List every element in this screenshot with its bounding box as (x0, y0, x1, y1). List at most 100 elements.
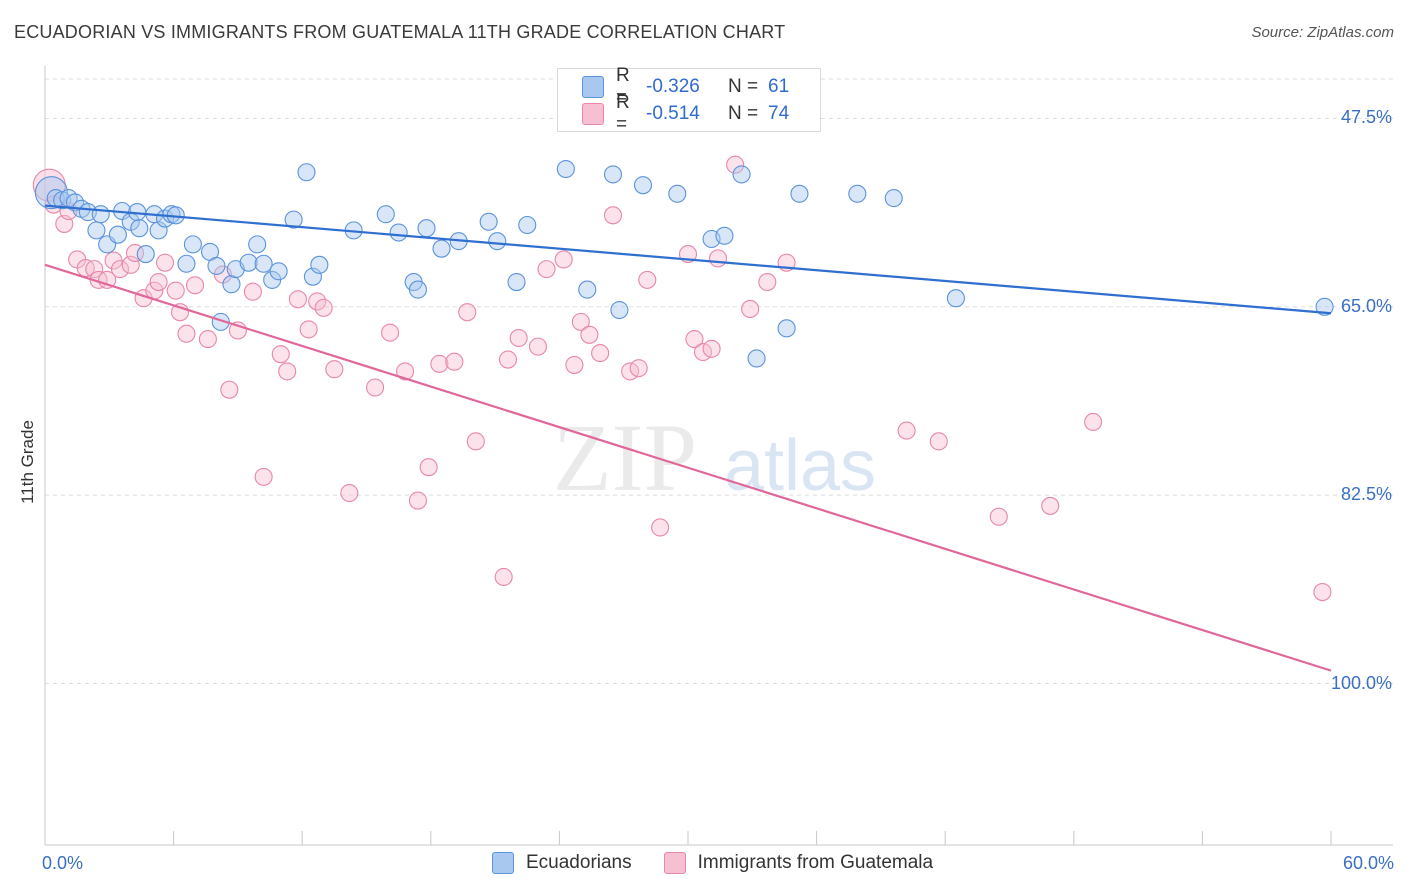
x-tick-min: 0.0% (42, 853, 84, 873)
ecuadorian-point (177, 254, 196, 273)
ecuadorian-point (254, 254, 273, 273)
ecuadorian-point (91, 205, 110, 224)
ecuadorian-point (668, 184, 687, 203)
ecuadorian-point (518, 215, 537, 235)
guatemala-point (565, 355, 584, 374)
ecuadorian-point (183, 235, 202, 254)
guatemala-point (254, 467, 273, 486)
series-ecuadorian-points (34, 159, 1334, 368)
ecuadorian-point (284, 210, 303, 229)
legend-swatch-blue (492, 852, 514, 874)
guatemala-point (278, 362, 297, 381)
guatemala-point (149, 272, 168, 292)
ecuadorian-point (610, 300, 629, 320)
legend-r-label: R = (616, 65, 630, 108)
ecuadorian-point (479, 212, 498, 231)
legend-swatch-pink (663, 852, 686, 874)
ecuadorian-point (848, 184, 867, 203)
ecuadorian-point (136, 245, 155, 264)
guatemala-point (929, 432, 948, 451)
guatemala-point (528, 337, 548, 356)
legend-r-value: -0.326 (646, 76, 700, 97)
stats-legend: R = -0.326 N = 61 R = -0.514 N = 74 (557, 65, 821, 135)
ecuadorian-point (87, 221, 106, 240)
guatemala-point (638, 270, 657, 289)
legend-swatch-pink (582, 103, 604, 125)
gridlines (45, 78, 1393, 685)
guatemala-point (741, 299, 760, 319)
legend-r-value: -0.514 (646, 103, 700, 124)
ecuadorian-point (432, 239, 451, 258)
ecuadorian-point (222, 275, 241, 294)
guatemala-point (537, 260, 556, 279)
guatemala-point (155, 253, 175, 272)
ecuadorian-point (747, 349, 766, 368)
series-legend: Ecuadorians Immigrants from Guatemala (492, 852, 965, 874)
guatemala-point (702, 339, 721, 358)
legend-item-guatemala[interactable]: Immigrants from Guatemala (663, 852, 934, 874)
trend-lines (44, 204, 1332, 672)
legend-label-guatemala: Immigrants from Guatemala (697, 852, 934, 873)
guatemala-point (271, 345, 290, 364)
y-tick-82-5: 82.5% (1340, 484, 1392, 505)
ecuadorian-point (488, 232, 507, 251)
ecuadorian-point (297, 163, 316, 182)
ecuadorian-point (1315, 297, 1334, 316)
guatemala-point (110, 260, 130, 279)
legend-n-value: 61 (768, 76, 790, 97)
ecuadorian-point (248, 235, 267, 254)
chart-title: ECUADORIAN VS IMMIGRANTS FROM GUATEMALA … (14, 22, 786, 42)
ecuadorian-trend-line (44, 204, 1332, 315)
guatemala-point (603, 206, 623, 225)
ecuadorian-point (130, 219, 149, 238)
guatemala-point (396, 362, 415, 381)
guatemala-point (166, 281, 185, 300)
y-tick-47-5: 47.5% (1340, 107, 1392, 128)
ecuadorian-point (389, 223, 408, 242)
legend-row-ecuadorians: R = -0.326 N = 61 (582, 65, 790, 108)
guatemala-point (445, 352, 464, 371)
ecuadorian-point (408, 280, 427, 299)
guatemala-point (554, 250, 573, 269)
guatemala-point (288, 290, 307, 309)
watermark-zip: ZIP (553, 404, 697, 511)
guatemala-point (897, 421, 916, 440)
ecuadorian-point (884, 189, 903, 208)
source-label: Source: ZipAtlas.com (1251, 24, 1394, 41)
guatemala-point (1313, 582, 1332, 602)
guatemala-point (498, 350, 518, 369)
guatemala-point (1041, 496, 1060, 515)
guatemala-point (708, 249, 728, 268)
guatemala-point (243, 282, 262, 301)
ecuadorian-point (556, 159, 575, 179)
guatemala-point (85, 260, 104, 279)
guatemala-point (198, 330, 217, 349)
ecuadorian-point (310, 255, 329, 274)
guatemala-point (651, 518, 670, 537)
guatemala-point (325, 360, 344, 379)
guatemala-point (571, 312, 590, 331)
guatemala-point (494, 567, 513, 587)
ecuadorian-point (108, 225, 127, 244)
guatemala-point (580, 325, 599, 344)
watermark-atlas: atlas (724, 426, 876, 506)
guatemala-point (726, 155, 745, 174)
guatemala-point (430, 354, 449, 373)
axes (44, 66, 1393, 846)
ecuadorian-point (507, 272, 526, 292)
ecuadorian-point (603, 165, 623, 184)
ecuadorian-point (239, 253, 258, 272)
guatemala-point (121, 255, 140, 274)
ecuadorian-point (578, 280, 597, 299)
ecuadorian-point (790, 184, 809, 203)
guatemala-point (381, 323, 400, 342)
ecuadorian-point (417, 219, 436, 238)
guatemala-point (989, 507, 1008, 526)
ecuadorian-point (149, 221, 168, 240)
guatemala-point (466, 432, 485, 451)
legend-item-ecuadorians[interactable]: Ecuadorians (492, 852, 632, 874)
ecuadorian-point (376, 205, 395, 224)
guatemala-point (419, 458, 438, 477)
series-guatemala-points (32, 155, 1332, 602)
ecuadorian-point (269, 262, 288, 281)
